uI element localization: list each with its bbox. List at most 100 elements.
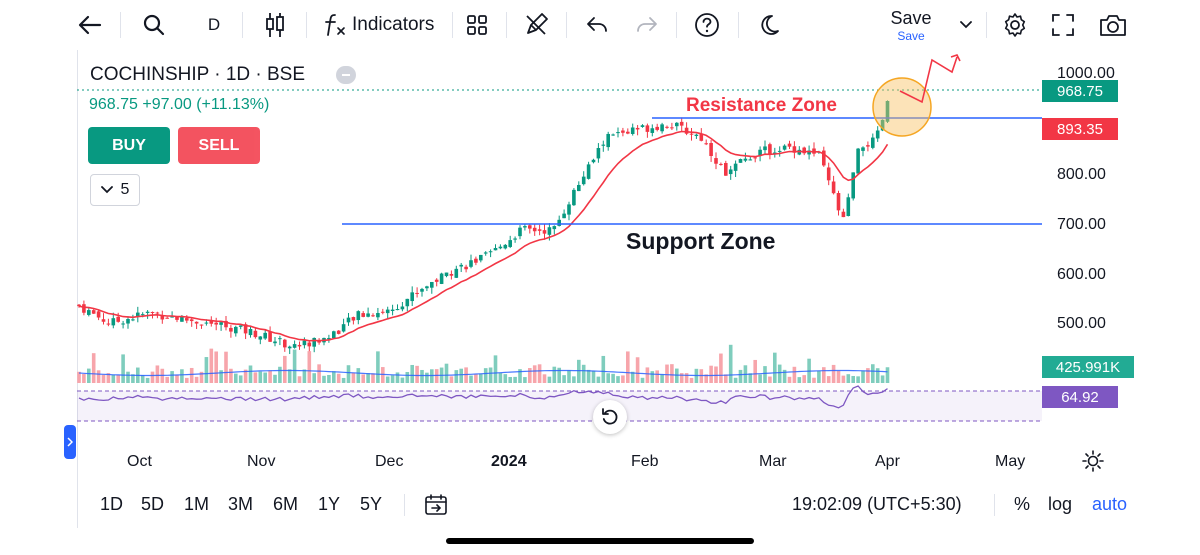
indicators-label[interactable]: Indicators (352, 14, 435, 35)
clock-timezone[interactable]: 19:02:09 (UTC+5:30) (792, 494, 962, 514)
candle-body (381, 311, 385, 313)
range-1m[interactable]: 1M (184, 494, 210, 514)
range-1y[interactable]: 1Y (318, 494, 341, 514)
volume-bar (777, 364, 782, 383)
time-tick: May (995, 453, 1026, 470)
candle-body (635, 127, 640, 130)
volume-bar (425, 372, 429, 383)
candle-body (91, 310, 96, 314)
volume-bar (679, 373, 684, 383)
candle-body (106, 323, 111, 325)
layout-grid-icon[interactable] (462, 8, 492, 42)
back-arrow-icon[interactable] (72, 8, 108, 42)
candle-body (214, 322, 218, 325)
volume-bar (851, 375, 855, 383)
camera-icon[interactable] (1096, 8, 1130, 42)
candle-body (292, 344, 297, 348)
date-range-calendar-icon[interactable] (424, 494, 450, 516)
candle-body (312, 337, 316, 347)
volume-bar (518, 369, 522, 383)
volume-bar (371, 373, 375, 383)
volume-bar (175, 374, 179, 383)
collapse-legend-button[interactable] (336, 66, 356, 84)
drawing-tools-icon[interactable] (520, 8, 552, 42)
volume-bar (474, 374, 478, 383)
volume-bar (302, 369, 307, 383)
indicators-fx-icon[interactable] (322, 8, 348, 42)
candle-body (356, 311, 361, 321)
buy-button[interactable]: BUY (88, 127, 170, 164)
candle-body (307, 342, 312, 347)
axis-settings-gear-icon[interactable] (1082, 450, 1106, 474)
theme-moon-icon[interactable] (754, 8, 784, 42)
fullscreen-icon[interactable] (1048, 8, 1078, 42)
volume-bar (258, 371, 263, 383)
chevron-down-icon[interactable] (956, 8, 976, 42)
candle-body (385, 309, 390, 314)
candle-body (640, 125, 645, 127)
candle-body (660, 124, 664, 132)
support-zone-label: Support Zone (626, 228, 776, 254)
volume-bar (111, 374, 116, 383)
candle-body (586, 164, 591, 179)
range-6m[interactable]: 6M (273, 494, 299, 514)
redo-icon[interactable] (632, 8, 662, 42)
candle-body (689, 133, 694, 135)
volume-bar (459, 368, 463, 383)
last-price-tag: 968.75 (1042, 80, 1118, 102)
candle-body (665, 126, 669, 128)
candle-body (395, 309, 400, 311)
volume-bar (209, 348, 214, 383)
volume-bar (483, 368, 488, 383)
auto-scale-toggle[interactable]: auto (1092, 494, 1128, 514)
reset-chart-button[interactable] (593, 400, 627, 434)
volume-bar (287, 369, 292, 383)
rsi-band (77, 391, 1042, 421)
candle-body (596, 148, 601, 159)
gear-icon[interactable] (1000, 8, 1030, 42)
range-5y[interactable]: 5Y (360, 494, 383, 514)
save-button[interactable]: Save Save (884, 8, 938, 42)
candle-body (116, 316, 120, 322)
help-icon[interactable] (692, 8, 722, 42)
volume-bar (763, 366, 767, 383)
volume-bar (234, 373, 238, 383)
candle-body (131, 319, 135, 321)
volume-bar (728, 344, 733, 383)
candle-body (866, 145, 870, 147)
candle-body (777, 150, 782, 152)
interval-button[interactable]: D (207, 15, 221, 34)
volume-bar (817, 370, 821, 383)
chart-type-candles-icon[interactable] (260, 8, 290, 42)
undo-icon[interactable] (582, 8, 612, 42)
log-scale-toggle[interactable]: log (1048, 494, 1073, 514)
volume-bar (831, 364, 836, 383)
volume-bar (557, 367, 561, 383)
volume-bar (194, 376, 199, 383)
volume-bar (591, 370, 596, 383)
candle-body (714, 158, 718, 164)
volume-bar (224, 351, 228, 383)
candle-body (626, 131, 630, 134)
volume-ma-line (78, 369, 888, 377)
breakout-circle (872, 77, 932, 137)
sell-button[interactable]: SELL (178, 127, 260, 164)
range-1d[interactable]: 1D (100, 494, 124, 514)
search-icon[interactable] (136, 8, 172, 42)
volume-bar (361, 374, 365, 383)
volume-bar (567, 370, 571, 383)
side-panel-handle[interactable] (64, 425, 76, 459)
candle-body (234, 326, 238, 334)
candle-body (861, 147, 865, 151)
candle-body (503, 244, 508, 249)
candle-body (459, 264, 463, 267)
indicator-count-toggle[interactable]: 5 (90, 174, 140, 206)
candle-body (101, 319, 106, 322)
volume-bar (96, 370, 101, 383)
percent-scale-toggle[interactable]: % (1014, 494, 1031, 514)
symbol-title[interactable]: COCHINSHIP · 1D · BSE (90, 64, 306, 85)
range-5d[interactable]: 5D (141, 494, 165, 514)
candle-body (376, 313, 380, 318)
range-3m[interactable]: 3M (228, 494, 254, 514)
